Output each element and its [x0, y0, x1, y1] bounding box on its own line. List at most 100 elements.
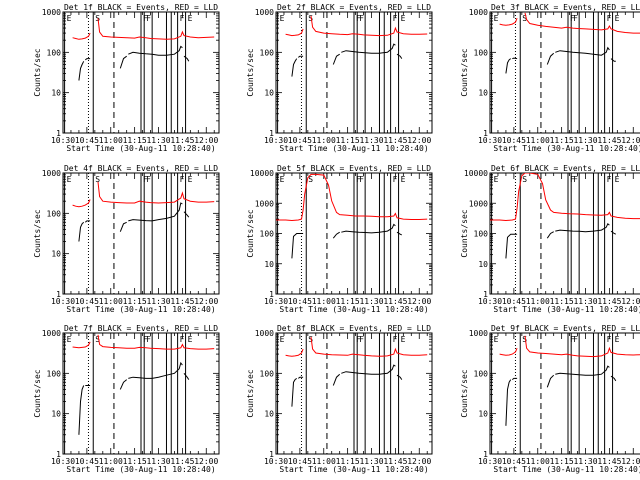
events-series-line	[341, 364, 396, 375]
events-series-line	[183, 372, 190, 380]
lld-series-line	[276, 173, 428, 222]
y-tick-label: 1	[56, 129, 61, 138]
events-series-line	[555, 223, 610, 233]
events-series-line	[546, 374, 555, 388]
x-tick-label: 12:00	[407, 136, 431, 145]
panel-9: Det 9f BLACK = Events, RED = LLD 1 10 100 10…	[460, 324, 640, 474]
events-series-line	[610, 58, 616, 62]
x-tick-label: 10:30	[51, 457, 75, 466]
marker-label: E	[494, 335, 499, 344]
lld-series-line	[97, 181, 215, 204]
x-tick-label: 12:00	[621, 297, 640, 306]
panel-5: Det 5f BLACK = Events, RED = LLD 1 10 100 10…	[246, 164, 433, 314]
x-axis-label: Start Time (30-Aug-11 10:28:40)	[279, 465, 428, 474]
y-tick-label: 1	[269, 290, 274, 299]
marker-label: E	[615, 175, 620, 184]
lld-series-line	[524, 12, 640, 34]
y-tick-label: 1	[269, 129, 274, 138]
marker-label: S	[308, 175, 313, 184]
y-tick-label: 10	[478, 410, 488, 419]
y-axis-label: Counts/sec	[460, 48, 469, 96]
events-series-line	[512, 57, 518, 60]
panel-title: Det 4f BLACK = Events, RED = LLD	[64, 164, 218, 173]
marker-label: S	[308, 14, 313, 23]
marker-label: E	[280, 14, 285, 23]
x-tick-label: 10:45	[502, 457, 526, 466]
events-series-line	[183, 211, 190, 218]
lld-series-line	[490, 173, 640, 222]
x-tick-label: 12:00	[621, 136, 640, 145]
x-tick-label: 10:30	[51, 297, 75, 306]
marker-label: S	[522, 335, 527, 344]
marker-label: E	[188, 335, 193, 344]
y-tick-label: 1000	[255, 199, 274, 208]
panel-title: Det 5f BLACK = Events, RED = LLD	[277, 164, 431, 173]
panel-title: Det 6f BLACK = Events, RED = LLD	[491, 164, 640, 173]
events-series-line	[332, 373, 341, 386]
y-tick-label: 1	[483, 290, 488, 299]
y-tick-label: 100	[474, 369, 489, 378]
marker-label: F	[356, 175, 361, 184]
lld-series-line	[310, 15, 428, 37]
y-tick-label: 1	[56, 450, 61, 459]
y-tick-label: 100	[260, 369, 275, 378]
x-tick-label: 10:30	[478, 457, 502, 466]
y-tick-label: 1000	[255, 8, 274, 17]
marker-label: F	[143, 175, 148, 184]
panel-1: Det 1f BLACK = Events, RED = LLD 1 10 100 10…	[33, 3, 220, 153]
marker-label: E	[280, 175, 285, 184]
x-tick-label: 11:30	[359, 136, 383, 145]
x-tick-label: 10:45	[288, 297, 312, 306]
x-tick-label: 10:45	[502, 136, 526, 145]
marker-label: F	[359, 175, 364, 184]
x-tick-label: 10:30	[264, 457, 288, 466]
x-tick-label: 11:15	[123, 136, 147, 145]
events-series-line	[610, 230, 617, 235]
panel-6: Det 6f BLACK = Events, RED = LLD 1 10 100 10…	[460, 164, 640, 314]
x-tick-label: 10:30	[478, 297, 502, 306]
y-axis-label: Counts/sec	[460, 209, 469, 257]
x-tick-label: 12:00	[194, 297, 218, 306]
marker-label: E	[188, 14, 193, 23]
x-tick-label: 11:15	[550, 457, 574, 466]
y-tick-label: 100	[260, 48, 275, 57]
marker-label: F	[570, 335, 575, 344]
y-tick-label: 1	[56, 290, 61, 299]
events-series-line	[555, 365, 610, 376]
x-tick-label: 11:45	[597, 457, 621, 466]
y-tick-label: 1000	[42, 329, 61, 338]
panel-title: Det 1f BLACK = Events, RED = LLD	[64, 3, 218, 12]
marker-label: F	[393, 175, 398, 184]
x-tick-label: 11:30	[573, 136, 597, 145]
x-tick-label: 11:45	[383, 136, 407, 145]
y-tick-label: 10	[51, 250, 61, 259]
marker-label: F	[180, 14, 185, 23]
y-tick-label: 1000	[255, 329, 274, 338]
marker-label: F	[359, 14, 364, 23]
lld-series-line	[285, 348, 304, 357]
x-tick-label: 10:45	[502, 297, 526, 306]
y-tick-label: 1000	[469, 8, 488, 17]
x-tick-label: 11:00	[312, 297, 336, 306]
y-tick-label: 10	[264, 410, 274, 419]
x-tick-label: 11:30	[146, 457, 170, 466]
x-tick-label: 11:15	[123, 297, 147, 306]
marker-label: E	[188, 175, 193, 184]
x-tick-label: 10:45	[288, 457, 312, 466]
marker-label: F	[356, 14, 361, 23]
panel-title: Det 7f BLACK = Events, RED = LLD	[64, 324, 218, 333]
y-tick-label: 10000	[464, 169, 488, 178]
marker-label: F	[573, 335, 578, 344]
events-series-line	[505, 58, 512, 74]
events-series-line	[396, 231, 403, 236]
lld-series-line	[97, 18, 215, 40]
y-tick-label: 100	[47, 48, 62, 57]
x-tick-label: 11:45	[383, 297, 407, 306]
lld-series-line	[72, 341, 91, 349]
events-series-line	[78, 385, 85, 435]
x-tick-label: 10:30	[264, 297, 288, 306]
lld-series-line	[310, 336, 428, 357]
y-tick-label: 10	[51, 89, 61, 98]
x-tick-label: 10:45	[75, 297, 99, 306]
events-series-line	[555, 46, 610, 56]
